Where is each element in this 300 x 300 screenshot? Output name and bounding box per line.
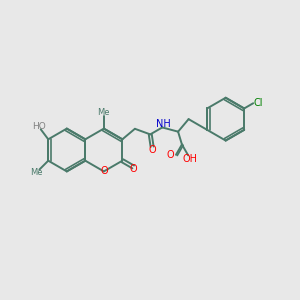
Text: HO: HO: [32, 122, 46, 131]
Text: Me: Me: [98, 108, 110, 117]
Text: NH: NH: [156, 119, 171, 129]
Text: OH: OH: [182, 154, 197, 164]
Text: O: O: [100, 167, 108, 176]
Text: O: O: [166, 150, 174, 161]
Text: Cl: Cl: [254, 98, 263, 108]
Text: O: O: [148, 145, 156, 155]
Text: O: O: [129, 164, 137, 174]
Text: Me: Me: [30, 168, 43, 177]
